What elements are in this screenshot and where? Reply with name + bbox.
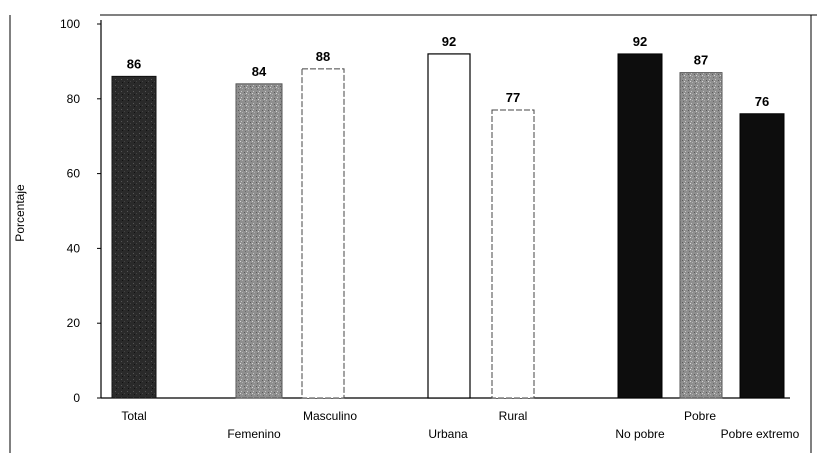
bar-value-label: 92 (442, 34, 456, 49)
bars (111, 53, 785, 399)
bar-pobre-extremo (739, 113, 785, 399)
bar-no-pobre (617, 53, 663, 399)
y-axis-label: Porcentaje (13, 184, 27, 242)
y-tick-label: 40 (67, 241, 81, 255)
y-ticks: 0 20 40 60 80 100 (60, 17, 101, 405)
category-label: Masculino (303, 409, 357, 423)
bar-total (111, 75, 157, 399)
value-labels: 86 84 88 92 77 92 87 76 (127, 34, 769, 109)
category-label: No pobre (615, 427, 665, 441)
bar-value-label: 76 (755, 94, 769, 109)
y-tick-label: 20 (67, 316, 81, 330)
bar-masculino (301, 68, 345, 399)
category-label: Pobre (684, 409, 716, 423)
bar-urbana (427, 53, 471, 399)
bar-pobre (679, 72, 723, 399)
bar-value-label: 88 (316, 49, 330, 64)
bar-value-label: 92 (633, 34, 647, 49)
category-labels: Total Femenino Masculino Urbana Rural No pobr… (121, 409, 799, 441)
category-label: Total (121, 409, 146, 423)
y-tick-label: 80 (67, 92, 81, 106)
bar-value-label: 86 (127, 56, 141, 71)
bar-value-label: 77 (506, 90, 520, 105)
y-tick-label: 60 (67, 167, 81, 181)
bar-femenino (235, 83, 283, 399)
category-label: Urbana (428, 427, 468, 441)
bar-value-label: 87 (694, 53, 708, 68)
category-label: Pobre extremo (721, 427, 800, 441)
y-tick-label: 0 (73, 391, 80, 405)
y-tick-label: 100 (60, 17, 80, 31)
bar-value-label: 84 (252, 64, 267, 79)
bar-rural (491, 109, 535, 399)
category-label: Rural (499, 409, 528, 423)
category-label: Femenino (227, 427, 281, 441)
